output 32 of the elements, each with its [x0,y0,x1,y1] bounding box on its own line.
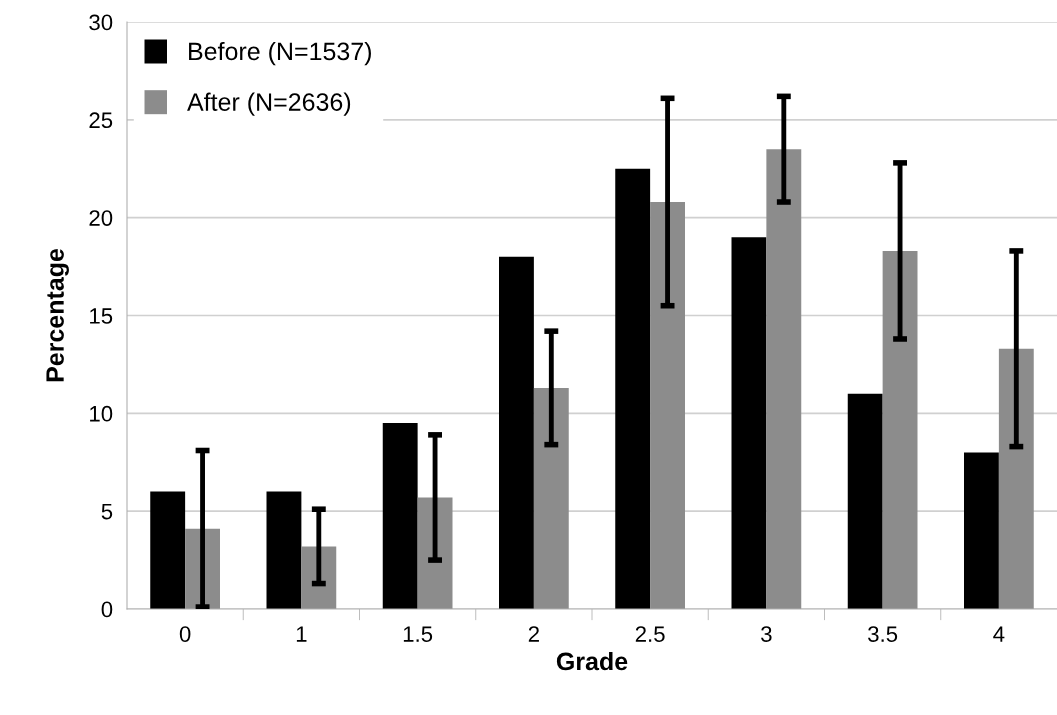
x-tick-label: 1 [296,626,307,642]
x-tick-label: 4 [993,626,1005,642]
x-tick-label: 2 [528,626,539,642]
bar [964,452,999,609]
y-tick-label: 30 [89,14,113,31]
y-tick-label: 0 [101,601,113,618]
bar [731,237,767,609]
y-tick-label: 5 [101,503,113,520]
y-tick-label: 10 [90,405,113,422]
bar [266,491,302,609]
y-tick-label: 15 [90,308,113,324]
x-tick-label: 2.5 [635,626,665,642]
bar [615,168,651,609]
bar [150,491,186,609]
x-tick-label: 0 [179,626,191,642]
x-tick-label: 3.5 [868,626,898,642]
bar [533,387,569,609]
x-axis-title: Grade [556,651,628,671]
x-tick-label: 3 [761,626,772,642]
bar [998,348,1034,609]
y-tick-label: 25 [89,112,113,129]
bar [847,393,883,609]
y-axis-title: Percentage [46,248,69,382]
bar [882,250,918,609]
bar [499,256,534,609]
bar [382,423,418,609]
bar [650,202,685,609]
x-tick-label: 1.5 [403,626,433,642]
legend-label: Before (N=1537) [189,41,371,66]
legend-label: After (N=2636) [187,92,351,116]
y-tick-label: 20 [89,210,113,226]
bar [766,149,802,609]
